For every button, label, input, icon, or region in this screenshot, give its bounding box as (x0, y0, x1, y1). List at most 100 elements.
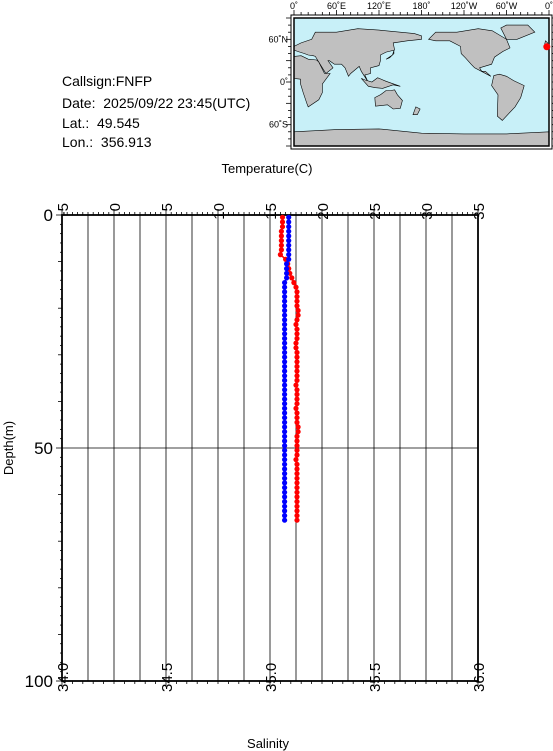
salinity-data-point (284, 275, 290, 281)
salinity-data-point (282, 475, 288, 481)
salinity-data-point (282, 433, 288, 439)
salinity-data-point (282, 471, 288, 477)
temperature-tick-label: 5 (159, 203, 176, 211)
salinity-data-point (282, 368, 288, 374)
map-lon-label: 120˚E (367, 1, 391, 11)
salinity-data-point (282, 317, 288, 323)
salinity-data-point (282, 461, 288, 467)
salinity-data-point (282, 359, 288, 365)
temperature-data-point (294, 410, 300, 416)
salinity-data-point (282, 508, 288, 514)
depth-tick-label: 0 (44, 206, 53, 225)
salinity-data-point (282, 345, 288, 351)
salinity-data-point (282, 335, 288, 342)
depth-tick-label: 100 (25, 672, 53, 691)
temperature-data-point (294, 466, 300, 472)
salinity-data-point (282, 382, 288, 388)
salinity-data-point (282, 443, 288, 449)
salinity-data-point (282, 457, 288, 463)
salinity-data-point (282, 410, 288, 416)
land-greenland (500, 24, 536, 40)
temperature-data-point (278, 247, 284, 253)
salinity-data-point (286, 228, 292, 234)
salinity-data-point (282, 387, 288, 393)
salinity-data-point (282, 377, 288, 383)
salinity-data-point (282, 303, 288, 309)
temperature-data-point (294, 471, 300, 477)
temperature-data-point (294, 349, 300, 356)
land-africa (293, 55, 331, 108)
salinity-tick-label: 35.5 (367, 663, 384, 692)
salinity-data-point (282, 494, 288, 500)
salinity-data-point (282, 447, 288, 453)
temperature-tick-label: 25 (367, 203, 384, 220)
temperature-data-point (294, 363, 300, 370)
temperature-tick-label: 0 (107, 203, 124, 211)
salinity-data-point (282, 284, 288, 290)
salinity-data-point (282, 326, 288, 332)
salinity-data-point (282, 289, 288, 295)
temperature-data-point (294, 335, 300, 342)
temperature-data-point (293, 284, 299, 290)
temperature-data-point (295, 424, 301, 430)
temperature-data-point (279, 219, 286, 225)
salinity-data-point (282, 466, 288, 472)
salinity-data-point (282, 438, 288, 444)
temperature-data-point (294, 419, 300, 425)
salinity-data-point (282, 312, 288, 318)
temperature-data-point (294, 513, 300, 519)
salinity-data-point (282, 401, 288, 407)
salinity-data-point (282, 354, 288, 360)
temperature-tick-label: 30 (419, 203, 436, 220)
temperature-data-point (293, 345, 299, 351)
temperature-data-point (294, 452, 300, 458)
temperature-data-point (277, 252, 283, 258)
salinity-data-point (282, 499, 288, 505)
salinity-data-point (282, 294, 288, 300)
temperature-data-point (294, 359, 300, 365)
temperature-axis-title: Temperature(C) (221, 161, 312, 176)
salinity-data-point (282, 321, 288, 328)
temperature-data-point (294, 461, 300, 467)
salinity-data-point (284, 270, 290, 276)
salinity-tick-label: 35.0 (263, 663, 280, 692)
temperature-data-point (294, 443, 300, 449)
temperature-data-point (278, 242, 284, 248)
temperature-tick-label: 15 (263, 203, 280, 220)
temperature-data-point (295, 312, 301, 318)
land-south-america (491, 73, 525, 121)
temperature-data-point (294, 489, 300, 495)
temperature-tick-label: -5 (55, 203, 72, 216)
salinity-data-point (282, 340, 288, 346)
land-indonesia (361, 77, 401, 89)
temperature-data-point (294, 433, 300, 439)
temperature-data-point (294, 494, 300, 500)
temperature-data-point (294, 289, 300, 295)
salinity-data-point (282, 298, 288, 304)
salinity-data-point (282, 503, 288, 509)
callsign-label: Callsign:FNFP (62, 73, 153, 89)
temperature-data-point (294, 480, 300, 486)
salinity-data-point (286, 252, 292, 258)
land-new-zealand (412, 106, 421, 115)
map-lon-label: 120˚W (451, 1, 478, 11)
temperature-data-point (294, 503, 300, 509)
salinity-data-point (282, 489, 288, 495)
temperature-data-point (293, 382, 299, 388)
temperature-tick-label: 35 (471, 203, 488, 220)
temperature-data-point (295, 429, 301, 435)
salinity-data-point (282, 307, 288, 314)
land-australia (374, 89, 403, 110)
salinity-data-point (282, 424, 288, 430)
temperature-data-point (294, 387, 300, 393)
salinity-tick-label: 34.0 (55, 663, 72, 692)
salinity-data-point (286, 214, 292, 220)
temperature-data-point (278, 238, 284, 244)
temperature-data-point (294, 438, 300, 444)
map-frame (293, 17, 550, 147)
temperature-data-point (278, 233, 284, 239)
temperature-data-point (294, 331, 300, 337)
salinity-axis-title: Salinity (247, 736, 289, 751)
salinity-data-point (286, 219, 292, 225)
salinity-data-point (282, 452, 288, 458)
